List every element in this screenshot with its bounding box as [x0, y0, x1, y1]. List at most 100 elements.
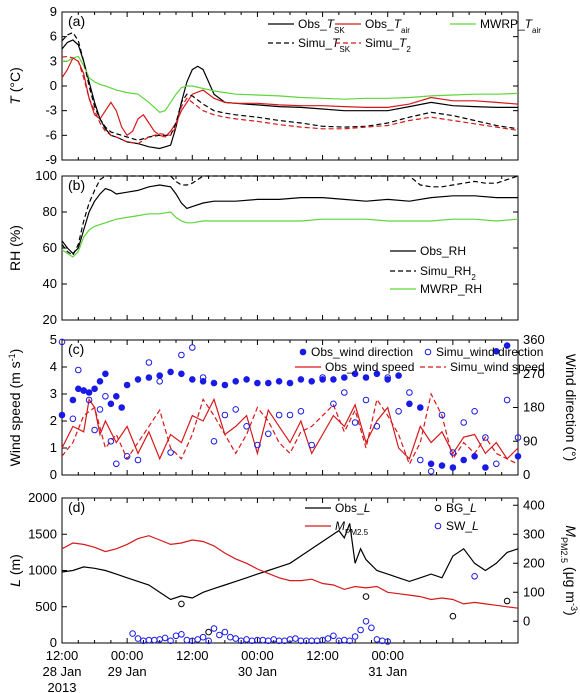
series-3-point: [342, 637, 348, 643]
series-2-point: [287, 380, 293, 386]
series-3-point: [173, 633, 179, 639]
y-label-main: L: [7, 579, 23, 587]
series-3-point: [195, 637, 201, 643]
y-tick-label: 0: [50, 78, 57, 93]
series-3-point: [461, 420, 467, 426]
legend-entry-2: Obs_wind speed: [325, 360, 414, 374]
legend-sub: air: [401, 26, 410, 35]
series-3-point: [162, 635, 168, 641]
series-3-point: [342, 390, 348, 396]
y-label-right-main: Wind direction (°): [563, 354, 579, 462]
x-tick-date: 31 Jan: [368, 664, 407, 679]
series-3-point: [228, 634, 234, 640]
series-0-line: [62, 399, 518, 458]
series-2-point: [103, 371, 109, 377]
y-axis-label: T (°C): [7, 67, 23, 105]
panel-label: (d): [68, 499, 85, 515]
legend-entry-1: Simu_RH2: [420, 264, 476, 282]
legend-text: MWRP_RH: [420, 282, 482, 296]
series-2-point: [222, 382, 228, 388]
legend-text: Simu_wind speed: [450, 360, 545, 374]
series-3-point: [352, 634, 358, 640]
series-1-line: [62, 536, 518, 609]
legend-entry-3: SW_L: [446, 519, 479, 533]
series-2-point: [461, 457, 467, 463]
y-axis-label-right: Wind direction (°): [563, 354, 579, 462]
y-tick-label: -3: [45, 103, 57, 118]
x-tick-label: 12:00: [306, 648, 339, 663]
series-3-line: [62, 33, 518, 141]
legend-marker-0: [300, 349, 306, 355]
series-2-point: [179, 371, 185, 377]
series-3-point: [325, 636, 331, 642]
series-3-point: [135, 457, 141, 463]
legend-entry-2: MWRP_RH: [420, 282, 482, 296]
y-label-right-unit: (μg m: [563, 563, 579, 603]
series-2-point: [70, 397, 76, 403]
series-2-point: [211, 380, 217, 386]
series-3-point: [374, 424, 380, 430]
series-3-point: [331, 633, 337, 639]
legend-entry-3: Simu_wind speed: [450, 360, 545, 374]
legend-text: Obs_: [298, 17, 327, 31]
series-2-point: [298, 377, 304, 383]
series-2-point: [331, 377, 337, 383]
series-3-point: [179, 632, 185, 638]
legend-entry-1: Obs_Tair: [365, 17, 410, 35]
series-2-point: [450, 465, 456, 471]
series-2-point: [266, 380, 272, 386]
series-2-point: [206, 629, 212, 635]
series-0-line: [62, 523, 518, 599]
legend-sub: SK: [339, 45, 350, 54]
series-3-point: [244, 424, 250, 430]
series-2-point: [86, 390, 92, 396]
series-3-point: [222, 412, 228, 418]
y-tick-label: 2: [50, 413, 57, 428]
legend-text: Simu_: [365, 36, 399, 50]
y-tick-label: 9: [50, 4, 57, 19]
legend-sub: 2: [471, 273, 476, 282]
x-tick-label: 00:00: [241, 648, 274, 663]
panel-1: 10080604020(b)RH (%) Obs_RHSimu_RH2MWRP_R…: [7, 168, 518, 327]
series-3-point: [504, 397, 510, 403]
series-3-point: [428, 469, 434, 475]
series-2-point: [342, 375, 348, 381]
legend-text: Simu_: [298, 36, 332, 50]
y-tick-label: 60: [43, 240, 57, 255]
legend-entry-0: Obs_wind direction: [311, 345, 413, 359]
series-3-point: [293, 636, 299, 642]
series-3-point: [179, 352, 185, 358]
x-tick-label: 00:00: [111, 648, 144, 663]
y-tick-label: 2000: [28, 490, 57, 505]
y-axis-label: Wind speed (m s-1): [7, 349, 23, 467]
y-tick-label-right: 90: [523, 433, 537, 448]
legend-sub: SK: [334, 26, 345, 35]
series-2-point: [92, 386, 98, 392]
series-3-point: [396, 409, 402, 415]
series-2-point: [407, 401, 413, 407]
legend-entry-1: MPM2.5: [335, 519, 369, 537]
series-3-point: [70, 416, 76, 422]
series-2-point: [418, 405, 424, 411]
y-tick-label: 1000: [28, 563, 57, 578]
series-1-line: [62, 394, 518, 464]
series-2-point: [244, 377, 250, 383]
series-2-point: [97, 379, 103, 385]
y-tick-label: 80: [43, 204, 57, 219]
series-3-point: [152, 637, 158, 643]
series-3-point: [130, 631, 136, 637]
y-tick-label: 20: [43, 312, 57, 327]
legend-text: Obs_wind direction: [311, 345, 413, 359]
series-3-point: [244, 637, 250, 643]
legend-entry-0: Obs_TSK: [298, 17, 345, 35]
series-3-point: [184, 637, 190, 643]
legend-text: SW_: [446, 519, 472, 533]
series-2-point: [255, 380, 261, 386]
panel-2: 543210360270180900(c)Wind speed (m s-1)W…: [7, 332, 579, 482]
series-2-point: [135, 377, 141, 383]
series-2-point: [450, 613, 456, 619]
series-3-point: [358, 627, 364, 633]
panel-label: (c): [68, 341, 84, 357]
series-3-point: [146, 637, 152, 643]
x-tick-label: 00:00: [371, 648, 404, 663]
